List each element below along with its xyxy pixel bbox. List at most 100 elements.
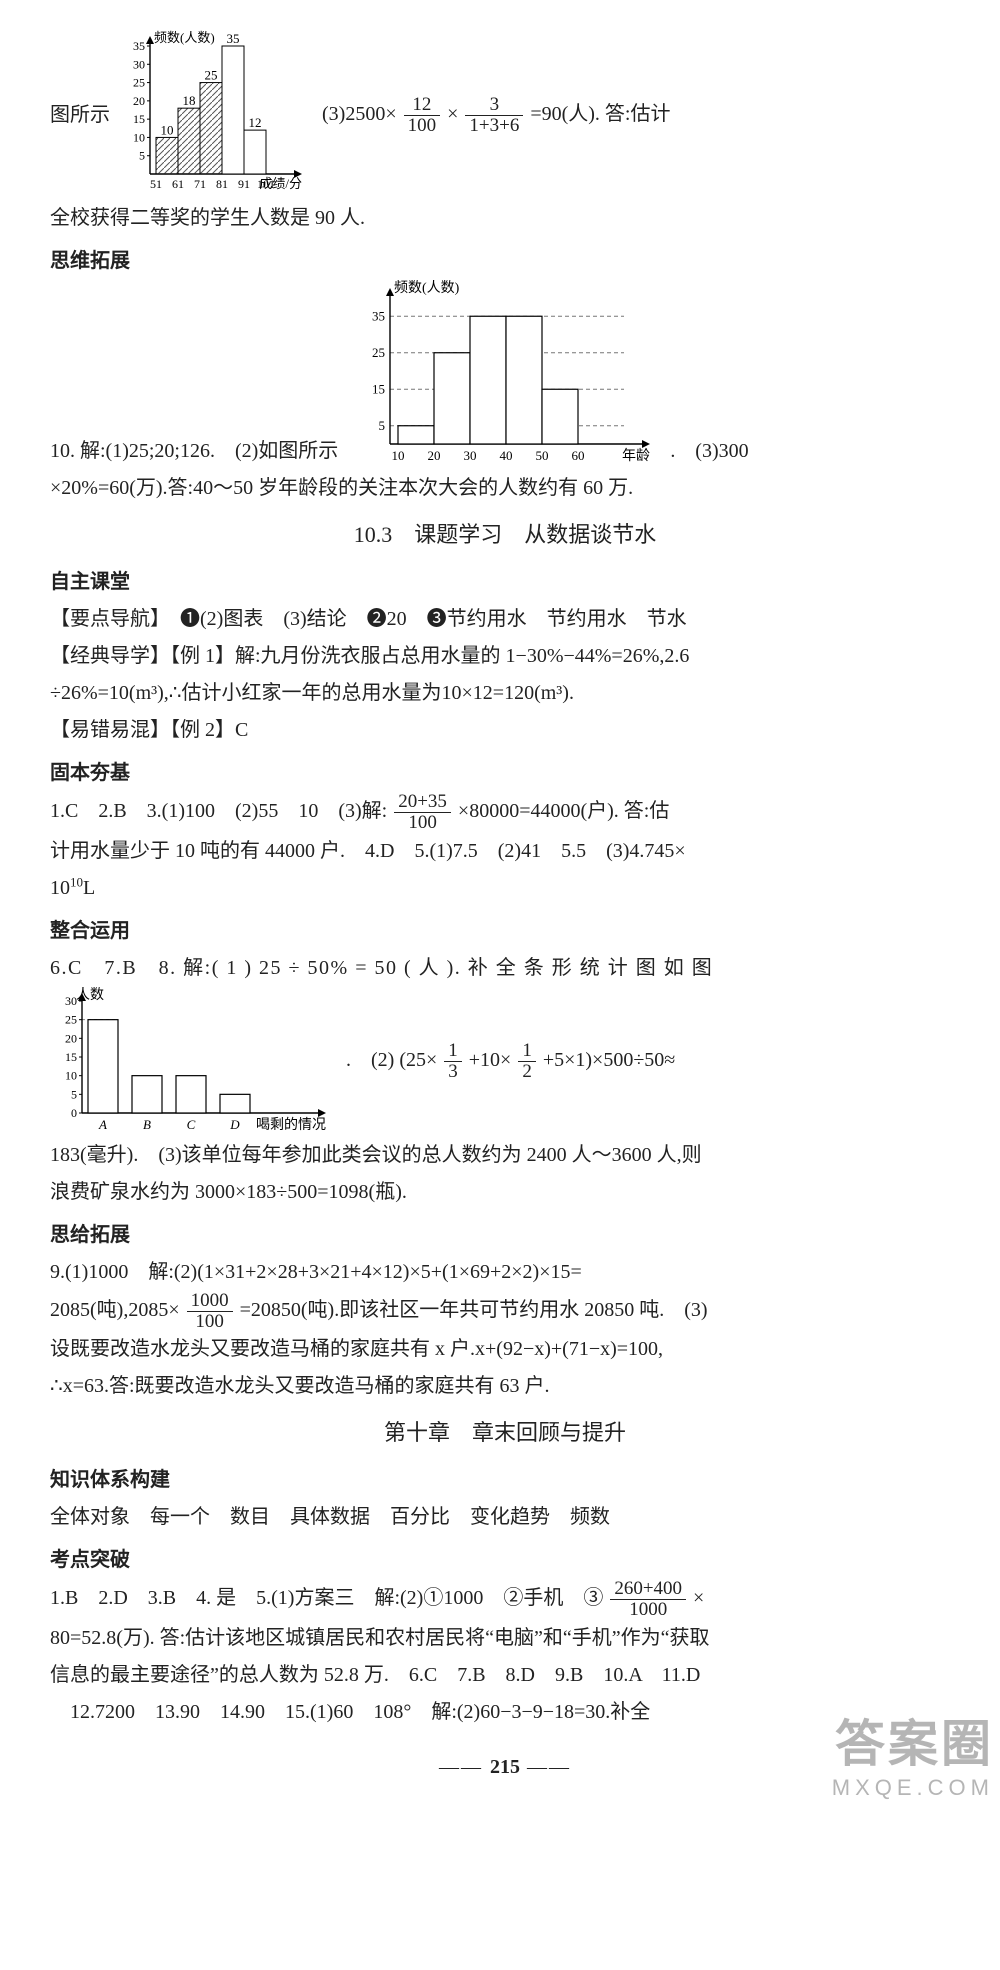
sg2-tail: =20850(吨).即该社区一年共可节约用水 20850 吨. (3): [240, 1299, 708, 1321]
heading-kdtp: 考点突破: [50, 1542, 960, 1579]
heading-zstx: 知识体系构建: [50, 1462, 960, 1499]
kd1-tail: ×: [693, 1587, 704, 1609]
svg-text:5: 5: [139, 149, 145, 163]
svg-text:61: 61: [172, 177, 184, 191]
gb1-tail: ×80000=44000(户). 答:估: [458, 800, 669, 822]
kd2: 80=52.8(万). 答:估计该地区城镇居民和农村居民将“电脑”和“手机”作为…: [50, 1620, 960, 1657]
zh-right: . (2) (25× 13 +10× 12 +5×1)×500÷50≈: [346, 1041, 960, 1082]
zh4: 浪费矿泉水约为 3000×183÷500=1098(瓶).: [50, 1174, 960, 1211]
chart3-row: 051015202530ABCD人数喝剩的情况 . (2) (25× 13 +1…: [50, 987, 960, 1137]
page-footer: —— 215 ——: [50, 1749, 960, 1786]
svg-text:10: 10: [392, 448, 405, 463]
svg-text:40: 40: [500, 448, 513, 463]
gb1-frac: 20+35100: [394, 792, 451, 833]
zstx-line: 全体对象 每一个 数目 具体数据 百分比 变化趋势 频数: [50, 1499, 960, 1536]
svg-text:喝剩的情况: 喝剩的情况: [256, 1117, 326, 1133]
kd1-lead: 1.B 2.D 3.B 4. 是 5.(1)方案三 解:(2)①1000 ②手机…: [50, 1587, 603, 1609]
sg2: 2085(吨),2085× 1000100 =20850(吨).即该社区一年共可…: [50, 1291, 960, 1332]
svg-text:10: 10: [161, 122, 174, 137]
svg-text:12: 12: [249, 115, 262, 130]
sg3: 设既要改造水龙头又要改造马桶的家庭共有 x 户.x+(92−x)+(71−x)=…: [50, 1331, 960, 1368]
svg-text:年龄: 年龄: [622, 448, 650, 464]
zh-f2: 12: [518, 1041, 536, 1082]
page-num: 215: [490, 1756, 520, 1778]
q10-tail: ×20%=60(万).答:40～50 岁年龄段的关注本次大会的人数约有 60 万…: [50, 470, 960, 507]
sg2-frac: 1000100: [187, 1291, 233, 1332]
zh-mid2: +5×1)×500÷50≈: [543, 1049, 675, 1071]
svg-text:81: 81: [216, 177, 228, 191]
ydnav: 【要点导航】 ❶(2)图表 (3)结论 ❷20 ❸节约用水 节约用水 节水: [50, 601, 960, 638]
zh-right-lead: . (2) (25×: [346, 1049, 437, 1071]
svg-text:30: 30: [464, 448, 477, 463]
svg-text:5: 5: [379, 418, 386, 433]
svg-text:A: A: [98, 1117, 107, 1132]
svg-text:35: 35: [133, 39, 145, 53]
zh-mid1: +10×: [469, 1049, 512, 1071]
eq-top-frac2: 31+3+6: [465, 95, 523, 136]
gb3: 1010L: [50, 870, 960, 907]
svg-text:18: 18: [183, 93, 196, 108]
svg-text:20: 20: [428, 448, 441, 463]
svg-text:30: 30: [133, 57, 145, 71]
eq-top: (3)2500× 12100 × 31+3+6 =90(人). 答:估计: [322, 95, 960, 136]
svg-text:51: 51: [150, 177, 162, 191]
eq-top-tail: =90(人). 答:估计: [530, 103, 670, 125]
q10-left: 10. 解:(1)25;20;126. (2)如图所示: [50, 433, 338, 470]
svg-text:D: D: [229, 1117, 240, 1132]
gb1-lead: 1.C 2.B 3.(1)100 (2)55 10 (3)解:: [50, 800, 387, 822]
svg-text:15: 15: [372, 381, 385, 396]
svg-text:25: 25: [65, 1012, 77, 1026]
svg-text:25: 25: [372, 345, 385, 360]
jdx1: 【经典导学】【例 1】解:九月份洗衣服占总用水量的 1−30%−44%=26%,…: [50, 638, 960, 675]
zh-line: 6.C 7.B 8. 解:( 1 ) 25 ÷ 50% = 50 ( 人 ). …: [50, 950, 960, 987]
svg-text:5: 5: [71, 1087, 77, 1101]
svg-text:71: 71: [194, 177, 206, 191]
svg-text:20: 20: [133, 94, 145, 108]
prefix-text: 图所示: [50, 97, 110, 134]
sg4: ∴x=63.答:既要改造水龙头又要改造马桶的家庭共有 63 户.: [50, 1368, 960, 1405]
zh-f1: 13: [444, 1041, 462, 1082]
chart2: 5 15 25 35 10 20 30 40 50 60 频数(人数) 年龄: [354, 280, 654, 470]
svg-text:15: 15: [133, 112, 145, 126]
svg-text:35: 35: [372, 308, 385, 323]
q10-row: 10. 解:(1)25;20;126. (2)如图所示 5 15 25 35 10 20 3…: [50, 280, 960, 470]
gb1: 1.C 2.B 3.(1)100 (2)55 10 (3)解: 20+35100…: [50, 792, 960, 833]
eq-top-frac1: 12100: [404, 95, 441, 136]
svg-text:50: 50: [536, 448, 549, 463]
jdx2: ÷26%=10(m³),∴估计小红家一年的总用水量为10×12=120(m³).: [50, 675, 960, 712]
zh3: 183(毫升). (3)该单位每年参加此类会议的总人数约为 2400 人～360…: [50, 1137, 960, 1174]
sg1: 9.(1)1000 解:(2)(1×31+2×28+3×21+4×12)×5+(…: [50, 1254, 960, 1291]
kd1: 1.B 2.D 3.B 4. 是 5.(1)方案三 解:(2)①1000 ②手机…: [50, 1579, 960, 1620]
heading-zhyy: 整合运用: [50, 913, 960, 950]
ycyh: 【易错易混】【例 2】C: [50, 712, 960, 749]
svg-text:15: 15: [65, 1050, 77, 1064]
kd1-frac: 260+4001000: [610, 1579, 686, 1620]
svg-text:0: 0: [71, 1106, 77, 1120]
kd3: 信息的最主要途径”的总人数为 52.8 万. 6.C 7.B 8.D 9.B 1…: [50, 1657, 960, 1694]
sg2-lead: 2085(吨),2085×: [50, 1299, 180, 1321]
heading-zzkt: 自主课堂: [50, 564, 960, 601]
heading-swtz: 思维拓展: [50, 243, 960, 280]
eq-top-mid: ×: [447, 103, 458, 125]
svg-text:60: 60: [572, 448, 585, 463]
svg-text:10: 10: [65, 1068, 77, 1082]
top-chart-row: 图所示 510152025303510182535125161718191101…: [50, 30, 960, 200]
svg-text:91: 91: [238, 177, 250, 191]
svg-text:B: B: [143, 1117, 151, 1132]
chart3: 051015202530ABCD人数喝剩的情况: [50, 987, 330, 1137]
title-ch10: 第十章 章末回顾与提升: [50, 1413, 960, 1454]
chart1: 510152025303510182535125161718191101频数(人…: [116, 30, 306, 200]
line-2: 全校获得二等奖的学生人数是 90 人.: [50, 200, 960, 237]
svg-text:35: 35: [227, 31, 240, 46]
svg-text:10: 10: [133, 130, 145, 144]
svg-text:频数(人数): 频数(人数): [154, 30, 215, 45]
eq-top-lead: (3)2500×: [322, 103, 397, 125]
heading-sgtz: 思给拓展: [50, 1217, 960, 1254]
svg-text:人数: 人数: [76, 987, 104, 1003]
q10-right: . (3)300: [670, 433, 748, 470]
kd4: 12.7200 13.90 14.90 15.(1)60 108° 解:(2)6…: [50, 1694, 960, 1731]
svg-text:频数(人数): 频数(人数): [394, 280, 460, 296]
svg-text:25: 25: [133, 76, 145, 90]
svg-text:20: 20: [65, 1031, 77, 1045]
heading-gbkj: 固本夯基: [50, 755, 960, 792]
